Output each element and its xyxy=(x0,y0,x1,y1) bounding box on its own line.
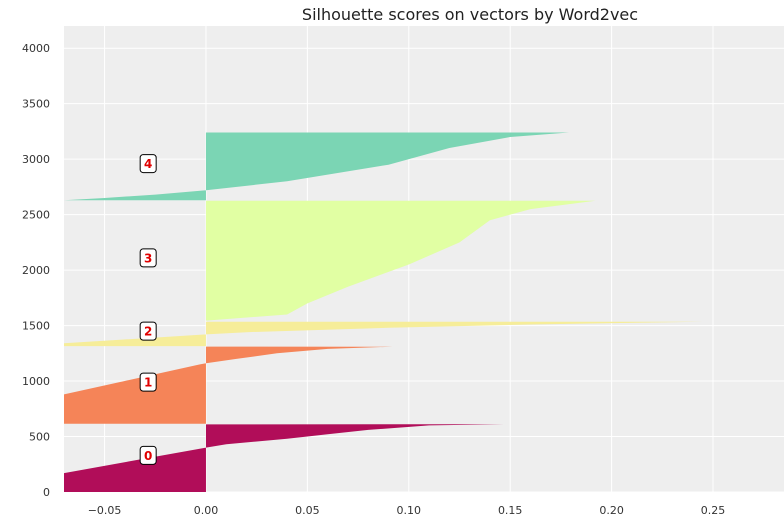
silhouette-area-cluster-2 xyxy=(64,321,703,347)
y-tick-label: 4000 xyxy=(22,42,50,55)
silhouette-area-cluster-0 xyxy=(64,424,505,492)
y-axis-ticks: 0 500 1000 1500 2000 2500 3000 3500 4000 xyxy=(22,42,50,499)
y-tick-label: 1500 xyxy=(22,320,50,333)
x-tick-label: 0.20 xyxy=(599,504,624,517)
silhouette-area-cluster-4 xyxy=(64,132,569,201)
y-tick-label: 2000 xyxy=(22,264,50,277)
cluster-label-text: 4 xyxy=(144,157,152,171)
cluster-labels: 0 1 2 3 4 xyxy=(139,154,157,465)
x-axis-ticks: −0.05 0.00 0.05 0.10 0.15 0.20 0.25 xyxy=(88,504,726,517)
cluster-label-box xyxy=(139,321,157,341)
silhouette-area-cluster-3 xyxy=(205,200,596,321)
cluster-label-4: 4 xyxy=(139,154,157,174)
x-tick-label: 0.15 xyxy=(498,504,523,517)
cluster-label-box xyxy=(139,445,157,465)
y-tick-label: 0 xyxy=(43,486,50,499)
x-tick-label: 0.00 xyxy=(194,504,219,517)
x-tick-label: 0.05 xyxy=(295,504,320,517)
cluster-label-box xyxy=(139,248,157,268)
cluster-label-0: 0 xyxy=(139,445,157,465)
y-tick-label: 2500 xyxy=(22,209,50,222)
cluster-label-text: 2 xyxy=(144,325,152,339)
cluster-label-text: 0 xyxy=(144,449,152,463)
silhouette-area-cluster-1 xyxy=(64,346,393,424)
cluster-label-text: 3 xyxy=(144,251,152,265)
y-tick-label: 1000 xyxy=(22,375,50,388)
x-tick-label: 0.10 xyxy=(397,504,422,517)
y-tick-label: 3500 xyxy=(22,98,50,111)
cluster-label-box xyxy=(139,372,157,392)
chart-title: Silhouette scores on vectors by Word2vec xyxy=(302,5,638,24)
cluster-label-3: 3 xyxy=(139,248,157,268)
silhouette-areas xyxy=(64,132,703,492)
x-tick-label: −0.05 xyxy=(88,504,122,517)
cluster-label-text: 1 xyxy=(144,376,152,390)
cluster-label-2: 2 xyxy=(139,321,157,341)
y-tick-label: 3000 xyxy=(22,153,50,166)
x-tick-label: 0.25 xyxy=(701,504,726,517)
cluster-label-1: 1 xyxy=(139,372,157,392)
y-tick-label: 500 xyxy=(29,431,50,444)
cluster-label-box xyxy=(139,154,157,174)
